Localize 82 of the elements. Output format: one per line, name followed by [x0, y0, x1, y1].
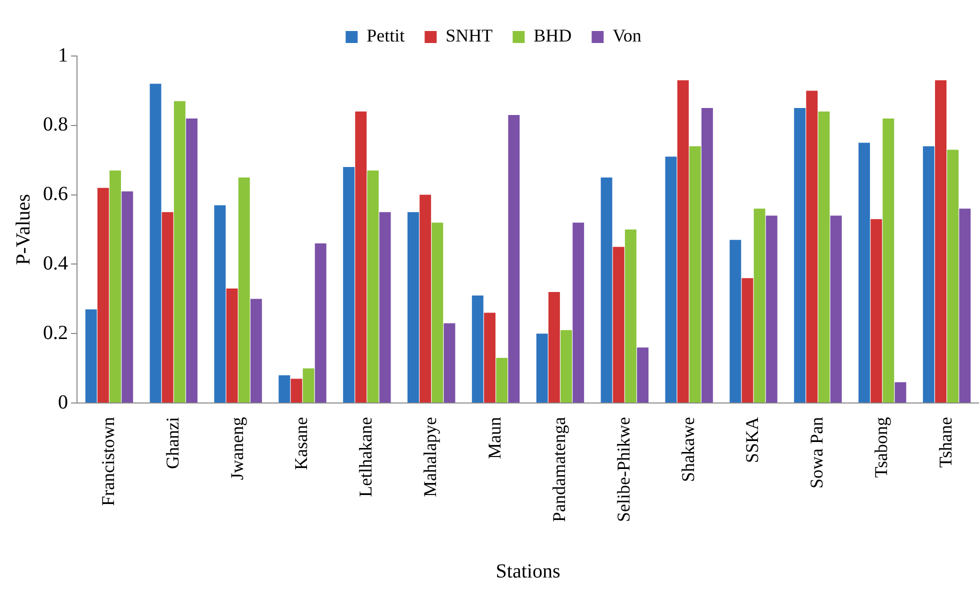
bar: [432, 222, 444, 403]
x-tick-label: Maun: [484, 417, 505, 460]
bar: [922, 146, 934, 403]
bar: [150, 84, 162, 403]
bar: [110, 170, 121, 403]
bar: [637, 347, 648, 403]
bar: [818, 112, 830, 403]
bar: [174, 101, 186, 403]
bar: [894, 382, 906, 403]
y-tick-label: 0.4: [43, 252, 68, 274]
bar: [302, 368, 314, 403]
bar: [97, 188, 109, 403]
bar: [290, 378, 302, 403]
bar: [367, 170, 379, 403]
bar: [858, 142, 870, 403]
bar: [444, 323, 456, 403]
bar: [689, 146, 701, 403]
bar: [496, 358, 508, 403]
bar: [754, 208, 766, 403]
x-tick-label: Letlhakane: [356, 417, 376, 497]
y-axis-title: P-Values: [12, 194, 34, 266]
bar: [612, 246, 624, 403]
y-tick-label: 1: [58, 44, 68, 66]
bar: [830, 216, 842, 403]
x-axis-title: Stations: [496, 560, 560, 582]
x-tick-label: Jwaneng: [226, 417, 247, 480]
x-tick-label: Mahalapye: [420, 417, 440, 497]
bar: [742, 278, 754, 403]
bar: [355, 112, 367, 403]
bar: [214, 205, 226, 403]
bar: [85, 309, 97, 403]
bar: [226, 288, 238, 403]
legend-label: BHD: [534, 26, 572, 46]
bar: [870, 219, 882, 403]
bar: [536, 334, 548, 403]
bar: [548, 292, 560, 403]
bar: [484, 312, 496, 403]
bar: [278, 375, 290, 403]
bar: [408, 212, 419, 403]
bar: [806, 90, 818, 403]
x-tick-label: Pandamatenga: [548, 417, 569, 522]
x-tick-label: Tsabong: [871, 417, 892, 478]
bar: [420, 194, 432, 403]
bar: [766, 216, 778, 403]
bar: [794, 108, 806, 403]
bar: [600, 177, 612, 403]
bar: [560, 330, 572, 403]
x-tick-label: SSKA: [742, 417, 762, 464]
x-tick-label: Sowa Pan: [806, 417, 827, 489]
bar: [122, 191, 134, 403]
bar: [624, 230, 636, 403]
bar: [186, 118, 198, 403]
y-tick-label: 0: [58, 391, 68, 414]
legend-label: SNHT: [446, 26, 493, 46]
y-tick-label: 0.2: [43, 322, 68, 344]
bar: [677, 80, 689, 403]
bar: [959, 208, 971, 403]
legend-label: Pettit: [366, 26, 405, 46]
bar: [882, 118, 894, 403]
bar: [343, 167, 355, 403]
x-tick-label: Shakawe: [678, 417, 698, 482]
bar: [238, 177, 250, 403]
bar: [572, 222, 584, 403]
bar: [314, 243, 326, 403]
bar: [730, 240, 742, 403]
bar: [665, 156, 677, 403]
legend-label: Von: [612, 26, 642, 46]
x-tick-label: Ghanzi: [162, 417, 182, 469]
bar: [947, 150, 959, 403]
bar: [472, 295, 484, 403]
y-tick-label: 0.6: [43, 183, 68, 206]
y-tick-label: 0.8: [43, 114, 68, 136]
x-tick-label: Selibe-Phikwe: [613, 417, 634, 522]
bar: [508, 114, 520, 403]
x-tick-label: Francistown: [98, 417, 118, 506]
bar: [935, 80, 946, 403]
bar: [250, 298, 262, 403]
bar: [701, 108, 713, 403]
bar: [162, 212, 174, 403]
bar: [379, 212, 391, 403]
x-tick-label: Tshane: [936, 417, 956, 468]
x-tick-label: Kasane: [291, 417, 312, 470]
